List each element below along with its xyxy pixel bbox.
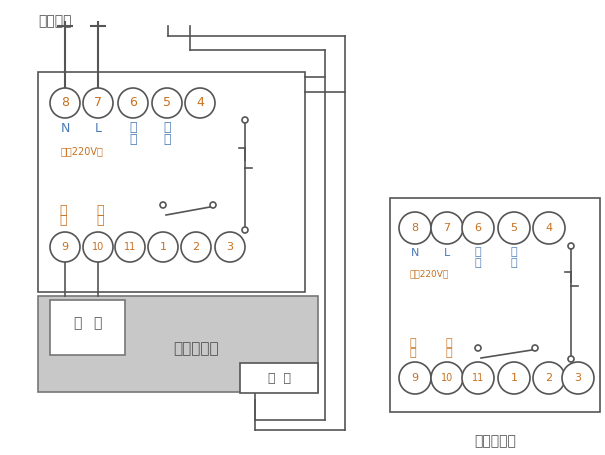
Text: 试: 试 xyxy=(163,121,171,134)
Circle shape xyxy=(118,88,148,118)
Circle shape xyxy=(568,356,574,362)
Text: 9: 9 xyxy=(411,373,419,383)
Text: 端子接线图: 端子接线图 xyxy=(474,434,516,448)
Circle shape xyxy=(242,117,248,123)
Text: 10: 10 xyxy=(92,242,104,252)
Circle shape xyxy=(498,362,530,394)
Text: 6: 6 xyxy=(129,96,137,110)
Bar xyxy=(50,300,125,355)
Text: 2: 2 xyxy=(546,373,552,383)
Text: 9: 9 xyxy=(62,242,68,252)
Text: 试  验: 试 验 xyxy=(267,373,290,385)
Circle shape xyxy=(533,362,565,394)
Text: 号: 号 xyxy=(96,204,103,217)
Text: 5: 5 xyxy=(511,223,517,233)
Text: 8: 8 xyxy=(411,223,419,233)
Circle shape xyxy=(242,227,248,233)
Text: 验: 验 xyxy=(475,258,482,268)
Text: 电源220V～: 电源220V～ xyxy=(61,146,104,156)
Text: 验: 验 xyxy=(511,258,517,268)
Text: 2: 2 xyxy=(192,242,200,252)
Circle shape xyxy=(399,212,431,244)
Circle shape xyxy=(475,345,481,351)
Text: 电源220V～: 电源220V～ xyxy=(410,269,450,278)
Circle shape xyxy=(399,362,431,394)
Circle shape xyxy=(562,362,594,394)
Text: 号: 号 xyxy=(446,338,453,348)
Text: 试: 试 xyxy=(475,247,482,257)
Circle shape xyxy=(152,88,182,118)
Circle shape xyxy=(568,243,574,249)
Circle shape xyxy=(115,232,145,262)
Text: 验: 验 xyxy=(129,133,137,146)
Circle shape xyxy=(533,212,565,244)
Text: 11: 11 xyxy=(124,242,136,252)
Circle shape xyxy=(215,232,245,262)
Text: 3: 3 xyxy=(575,373,581,383)
Circle shape xyxy=(160,202,166,208)
Bar xyxy=(240,363,318,393)
Text: N: N xyxy=(411,248,419,258)
Text: 5: 5 xyxy=(163,96,171,110)
Circle shape xyxy=(431,362,463,394)
Text: 信: 信 xyxy=(96,214,103,227)
Text: 信: 信 xyxy=(73,316,82,330)
Text: 信: 信 xyxy=(59,214,67,227)
Text: 信: 信 xyxy=(410,348,416,358)
Text: 号: 号 xyxy=(59,204,67,217)
Text: 8: 8 xyxy=(61,96,69,110)
Circle shape xyxy=(185,88,215,118)
Bar xyxy=(38,72,305,292)
Bar xyxy=(390,198,600,412)
Circle shape xyxy=(50,232,80,262)
Text: 4: 4 xyxy=(546,223,552,233)
Text: 7: 7 xyxy=(443,223,451,233)
Text: N: N xyxy=(60,122,70,135)
Text: 工作电源: 工作电源 xyxy=(38,14,71,28)
Text: 1: 1 xyxy=(160,242,166,252)
Text: L: L xyxy=(444,248,450,258)
Text: 4: 4 xyxy=(196,96,204,110)
Text: 验: 验 xyxy=(163,133,171,146)
Text: 3: 3 xyxy=(226,242,234,252)
Circle shape xyxy=(181,232,211,262)
Text: 号: 号 xyxy=(93,316,102,330)
Circle shape xyxy=(462,362,494,394)
Text: 零序互感器: 零序互感器 xyxy=(173,342,219,357)
Text: 6: 6 xyxy=(474,223,482,233)
Circle shape xyxy=(50,88,80,118)
Bar xyxy=(38,296,318,392)
Text: 试: 试 xyxy=(511,247,517,257)
Circle shape xyxy=(462,212,494,244)
Text: 11: 11 xyxy=(472,373,484,383)
Circle shape xyxy=(498,212,530,244)
Text: 信: 信 xyxy=(446,348,453,358)
Text: L: L xyxy=(94,122,102,135)
Circle shape xyxy=(431,212,463,244)
Circle shape xyxy=(83,88,113,118)
Text: 10: 10 xyxy=(441,373,453,383)
Text: 试: 试 xyxy=(129,121,137,134)
Circle shape xyxy=(210,202,216,208)
Text: 7: 7 xyxy=(94,96,102,110)
Text: 1: 1 xyxy=(511,373,517,383)
Circle shape xyxy=(148,232,178,262)
Circle shape xyxy=(83,232,113,262)
Circle shape xyxy=(532,345,538,351)
Text: 号: 号 xyxy=(410,338,416,348)
